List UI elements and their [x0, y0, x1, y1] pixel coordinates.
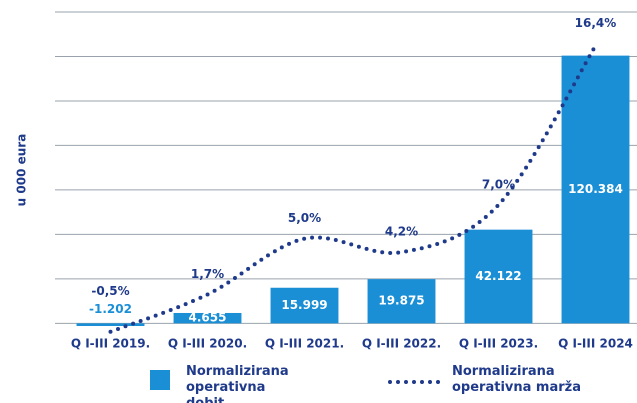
chart: u 000 eura Q I-III 2019. Q I-III 2020. Q I… [15, 11, 637, 351]
x-tick-label: Q I-III 2019. [71, 337, 150, 351]
x-tick-label: Q I-III 2021. [265, 337, 344, 351]
legend-text: Normalizirana operativna dobit [186, 364, 289, 403]
bar-value-label: -1.202 [89, 302, 132, 316]
line-value-label: 4,2% [385, 225, 418, 239]
x-tick-label: Q I-III 2020. [168, 337, 247, 351]
line-value-label: -0,5% [91, 284, 129, 298]
legend-line: Normalizirana operativna marža [388, 364, 582, 396]
bar [367, 279, 436, 324]
x-tick-label: Q I-III 2023. [459, 337, 538, 351]
bar [270, 287, 339, 324]
bar-value-label: 4.655 [189, 311, 227, 325]
legend-text: Normalizirana operativna marža [452, 364, 582, 395]
x-tick-label: Q I-III 2022. [362, 337, 441, 351]
bar-value-label: 42.122 [475, 269, 521, 283]
legend-swatch [150, 370, 170, 390]
legend-swatch [388, 380, 448, 384]
y-axis-label: u 000 eura [15, 134, 29, 207]
bar-value-label: 120.384 [568, 182, 623, 196]
bar [173, 312, 242, 324]
bar [76, 323, 145, 327]
bar-value-label: 15.999 [281, 298, 327, 312]
bar [561, 55, 630, 324]
x-tick-label: Q I-III 2024 [558, 337, 633, 351]
line-value-label: 7,0% [482, 177, 515, 191]
legend-bar: Normalizirana operativna dobit [150, 364, 296, 403]
bar [464, 229, 533, 324]
margin-line [108, 43, 598, 334]
bar-value-label: 19.875 [378, 294, 424, 308]
line-value-label: 16,4% [575, 16, 617, 30]
line-value-label: 5,0% [288, 211, 321, 225]
line-value-label: 1,7% [191, 267, 224, 281]
